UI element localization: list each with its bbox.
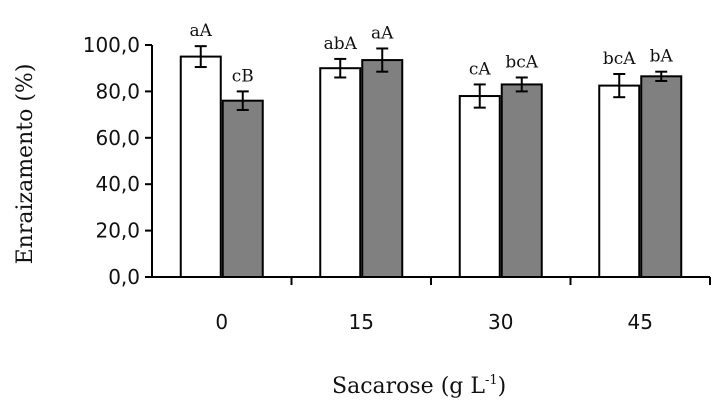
bar	[598, 84, 641, 278]
x-axis-ticks: 0 15 30 45	[215, 277, 711, 334]
x-axis-title-superscript: -1	[485, 373, 498, 388]
bar-annotation: aA	[371, 23, 394, 43]
bar-annotation: cA	[469, 59, 492, 79]
y-axis-ticks: 0,0 20,0 40,0 60,0 80,0 100,0	[83, 33, 152, 289]
x-tick-label: 15	[349, 310, 374, 334]
bar	[319, 67, 362, 278]
bar-annotation: bcA	[603, 49, 636, 69]
x-tick-label: 30	[488, 310, 513, 334]
x-axis-title-close: )	[498, 374, 507, 399]
bar	[179, 55, 222, 278]
bars	[179, 55, 683, 279]
bar-annotations: aA cB abA aA cA bcA bcA bA	[190, 21, 674, 86]
y-tick-label: 0,0	[108, 265, 140, 289]
bar-annotation: cB	[232, 66, 254, 86]
bar	[640, 75, 683, 278]
y-tick-label: 80,0	[95, 79, 140, 103]
bar	[221, 99, 264, 279]
bar	[500, 83, 543, 278]
bar-annotation: bcA	[505, 52, 538, 72]
y-tick-label: 20,0	[95, 219, 140, 243]
y-tick-label: 60,0	[95, 126, 140, 150]
x-tick-label: 45	[628, 310, 653, 334]
bar	[458, 95, 501, 279]
x-axis-title: Sacarose (g L-1)	[332, 373, 506, 399]
bar-annotation: bA	[650, 47, 674, 67]
bar-annotation: aA	[190, 21, 213, 41]
error-bars	[194, 45, 668, 111]
x-tick-label: 0	[215, 310, 228, 334]
x-axis-title-main: Sacarose (g L	[332, 374, 485, 399]
y-tick-label: 100,0	[83, 33, 140, 57]
bar	[361, 59, 404, 278]
bar-annotation: abA	[324, 34, 358, 54]
y-tick-label: 40,0	[95, 172, 140, 196]
y-axis-title: Enraizamento (%)	[13, 64, 38, 265]
